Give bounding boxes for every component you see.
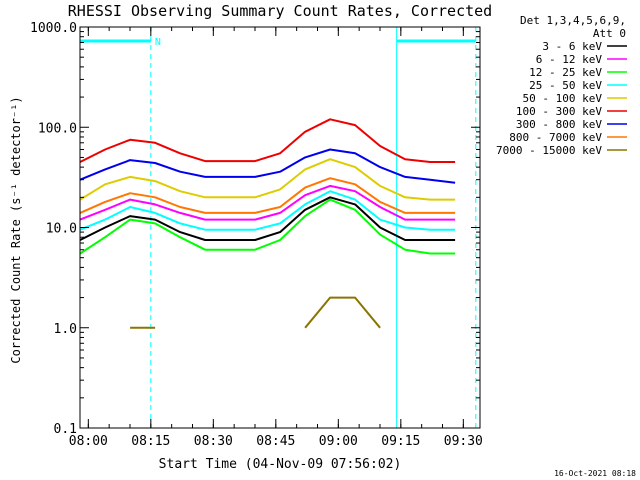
y-tick-label: 1.0 [54,322,77,337]
footer-stamp: 16-Oct-2021 08:18 [554,469,636,478]
x-tick-label: 08:15 [131,434,170,449]
y-axis-label: Corrected Count Rate (s⁻¹ detector⁻¹) [9,96,23,363]
legend-label: 300 - 800 keV [516,118,602,131]
legend-label: 3 - 6 keV [542,40,602,53]
legend-label: 800 - 7000 keV [509,131,602,144]
series-lines [79,118,456,329]
night-label: N [155,37,161,48]
y-axis: 1000.0 100.0 10.0 1.0 0.1 [30,21,480,437]
series-line [79,196,456,241]
series-line [304,296,381,329]
x-axis-label: Start Time (04-Nov-09 07:56:02) [159,457,402,472]
y-tick-label: 0.1 [54,422,77,437]
x-tick-label: 09:00 [319,434,358,449]
legend-label: 12 - 25 keV [529,66,602,79]
y-tick-label: 1000.0 [30,21,77,36]
plot-frame [79,26,481,429]
series-line [79,118,456,163]
legend-label: 6 - 12 keV [536,53,603,66]
x-tick-label: 09:15 [381,434,420,449]
x-tick-label: 08:00 [69,434,108,449]
legend-label: 7000 - 15000 keV [496,144,602,157]
legend-label: 25 - 50 keV [529,79,602,92]
legend-label: 100 - 300 keV [516,105,602,118]
series-line [79,158,456,201]
series-line [79,177,456,214]
series-line [79,198,456,255]
x-tick-label: 09:30 [444,434,483,449]
series-line [79,148,456,184]
legend-header: Att 0 [593,27,626,40]
y-tick-label: 100.0 [38,121,77,136]
chart-title: RHESSI Observing Summary Count Rates, Co… [68,2,492,20]
series-line [79,190,456,231]
series-line [79,184,456,221]
x-tick-label: 08:45 [256,434,295,449]
x-tick-label: 08:30 [194,434,233,449]
legend-label: 50 - 100 keV [523,92,603,105]
y-tick-label: 10.0 [46,222,77,237]
x-axis: 08:00 08:15 08:30 08:45 09:00 09:15 09:30 [69,27,483,449]
legend-header: Det 1,3,4,5,6,9, [520,14,626,27]
